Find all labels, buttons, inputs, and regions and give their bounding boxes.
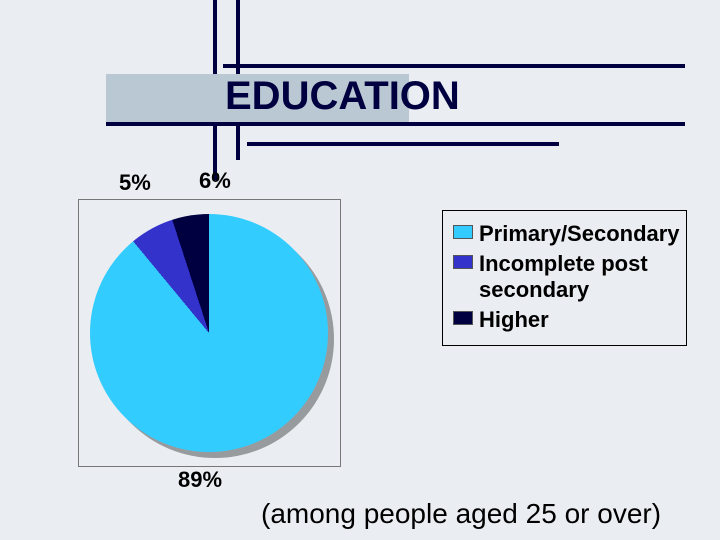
header-horizontal-rule-1: [223, 64, 685, 68]
legend-label-incomplete: Incomplete post secondary: [479, 251, 674, 303]
pie-chart: [90, 214, 328, 452]
legend-item-incomplete: Incomplete post secondary: [453, 251, 674, 303]
legend-swatch-higher: [453, 311, 473, 325]
pie-slice-label-5: 5%: [119, 170, 151, 196]
footer-caption: (among people aged 25 or over): [261, 498, 661, 530]
pie-slice-label-6: 6%: [199, 168, 231, 194]
page-title: EDUCATION: [225, 74, 460, 119]
legend-label-primary-secondary: Primary/Secondary: [479, 221, 680, 247]
legend: Primary/Secondary Incomplete post second…: [442, 210, 687, 346]
legend-label-higher: Higher: [479, 307, 549, 333]
header-horizontal-rule-3: [247, 142, 559, 146]
pie-slice-label-89: 89%: [178, 467, 222, 493]
legend-item-higher: Higher: [453, 307, 674, 333]
legend-swatch-primary-secondary: [453, 225, 473, 239]
header-horizontal-rule-2: [106, 122, 685, 126]
legend-item-primary-secondary: Primary/Secondary: [453, 221, 674, 247]
legend-swatch-incomplete: [453, 255, 473, 269]
